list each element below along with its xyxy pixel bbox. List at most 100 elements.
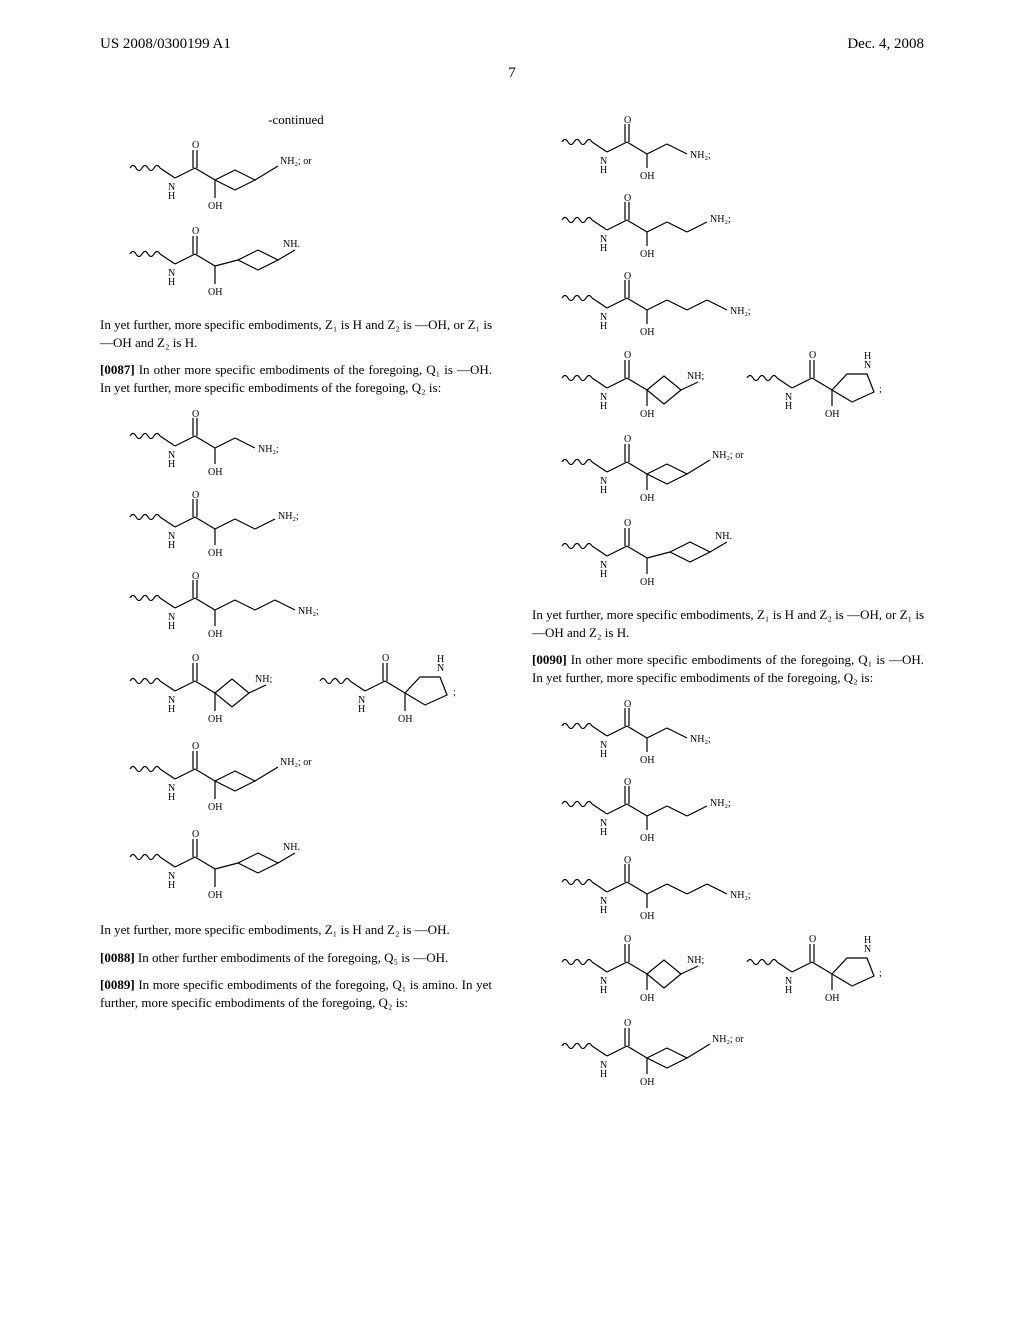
chem-structure: O N H OH NH₂; [552, 268, 777, 340]
label-nh: NH; [687, 371, 704, 382]
chem-structure: O N H OH NH₂; or [552, 1014, 762, 1092]
label-nh: NH; [255, 674, 272, 685]
label-h: H [168, 191, 175, 202]
label-oh: OH [640, 833, 654, 844]
label-oh: OH [640, 993, 654, 1004]
label-h: H [785, 401, 792, 412]
label-o: O [192, 140, 199, 151]
label-h: H [168, 792, 175, 803]
label-o: O [624, 115, 631, 126]
label-nh-dot: NH. [283, 842, 300, 853]
label-h: H [168, 277, 175, 288]
label-o: O [624, 193, 631, 204]
label-h: H [168, 540, 175, 551]
label-nh2: NH₂; [690, 150, 711, 161]
label-o: O [624, 699, 631, 710]
label-h: H [600, 569, 607, 580]
structure-row: O N H OH NH; [552, 346, 897, 424]
label-nh-dot: NH. [283, 239, 300, 250]
para-number: [0090] [532, 652, 567, 667]
label-semi: ; [453, 687, 456, 698]
page-number: 7 [100, 65, 924, 82]
chem-structure: O N H OH NH₂; [552, 852, 777, 924]
label-nh2: NH₂; [258, 444, 279, 455]
label-nh2-or: NH₂; or [280, 156, 312, 167]
label-oh: OH [208, 629, 222, 640]
label-oh: OH [640, 493, 654, 504]
label-oh: OH [825, 993, 839, 1004]
label-oh: OH [640, 755, 654, 766]
label-o: O [192, 653, 199, 664]
label-oh: OH [208, 287, 222, 298]
label-h: H [600, 401, 607, 412]
label-nh2-or: NH₂; or [712, 1034, 744, 1045]
label-oh: OH [208, 201, 222, 212]
label-nh2: NH₂; [278, 511, 299, 522]
chem-structure: O N H OH NH₂; [552, 190, 757, 262]
para-number: [0088] [100, 950, 135, 965]
label-oh: OH [398, 714, 412, 725]
label-o: O [192, 409, 199, 420]
columns: -continued [100, 112, 924, 1106]
page-header: US 2008/0300199 A1 Dec. 4, 2008 [100, 36, 924, 53]
chem-structure: O N H OH NH; [120, 649, 290, 731]
label-oh: OH [825, 409, 839, 420]
chem-structure: O N H OH NH₂; [552, 774, 757, 846]
chem-structure: O N H OH NH; [552, 930, 717, 1008]
paragraph-0089: [0089] In more specific embodiments of t… [100, 976, 492, 1011]
label-o: O [624, 1018, 631, 1029]
label-semi: ; [879, 384, 882, 395]
label-h: H [600, 985, 607, 996]
label-h: H [168, 459, 175, 470]
label-oh: OH [208, 548, 222, 559]
label-oh: OH [208, 467, 222, 478]
paragraph: In yet further, more specific embodiment… [100, 921, 492, 939]
label-oh: OH [640, 327, 654, 338]
chem-structure: O N H OH NH₂; [120, 568, 345, 643]
chem-structure: O N H OH NH₂; [552, 696, 742, 768]
label-o: O [192, 741, 199, 752]
label-nh2: NH₂; [710, 798, 731, 809]
structure-group-top-right: O N H OH NH₂; [532, 112, 924, 592]
label-h: H [600, 827, 607, 838]
para-text: In other more specific embodiments of th… [100, 362, 492, 395]
label-semi: ; [879, 968, 882, 979]
label-oh: OH [208, 890, 222, 901]
label-nh2: NH₂; [710, 214, 731, 225]
label-h: H [358, 704, 365, 715]
label-h: H [168, 704, 175, 715]
label-nh2-or: NH₂; or [712, 450, 744, 461]
label-oh: OH [208, 802, 222, 813]
label-h: H [437, 654, 444, 665]
label-h: H [600, 321, 607, 332]
structure-row: O N H OH NH; [120, 649, 475, 731]
structure-row: O N H OH NH; [552, 930, 897, 1008]
label-o: O [192, 226, 199, 237]
label-h: H [168, 880, 175, 891]
chem-structure: O N H OH NH. [552, 514, 752, 592]
page: US 2008/0300199 A1 Dec. 4, 2008 7 -conti… [0, 0, 1024, 1320]
para-text: In other more specific embodiments of th… [532, 652, 924, 685]
label-oh: OH [208, 714, 222, 725]
publication-date: Dec. 4, 2008 [847, 36, 924, 53]
label-nh2: NH₂; [298, 606, 319, 617]
chem-structure: O N H OH NH. [120, 825, 320, 907]
structure-group-mid-left: O N H OH NH₂; [100, 406, 492, 907]
right-column: O N H OH NH₂; [532, 112, 924, 1106]
para-text: In other further embodiments of the fore… [138, 950, 448, 965]
para-number: [0089] [100, 977, 135, 992]
left-column: -continued [100, 112, 492, 1106]
chem-structure: O N H OH N H ; [737, 346, 897, 424]
label-oh: OH [640, 249, 654, 260]
label-h: H [864, 351, 871, 362]
paragraph-0088: [0088] In other further embodiments of t… [100, 949, 492, 967]
continued-label: -continued [100, 112, 492, 128]
label-h: H [785, 985, 792, 996]
label-nh-dot: NH. [715, 531, 732, 542]
label-oh: OH [640, 171, 654, 182]
chem-structure: O N H OH N H ; [310, 649, 475, 731]
chem-structure: O N H OH NH₂; [120, 406, 310, 481]
label-oh: OH [640, 577, 654, 588]
label-o: O [624, 350, 631, 361]
label-h: H [600, 905, 607, 916]
